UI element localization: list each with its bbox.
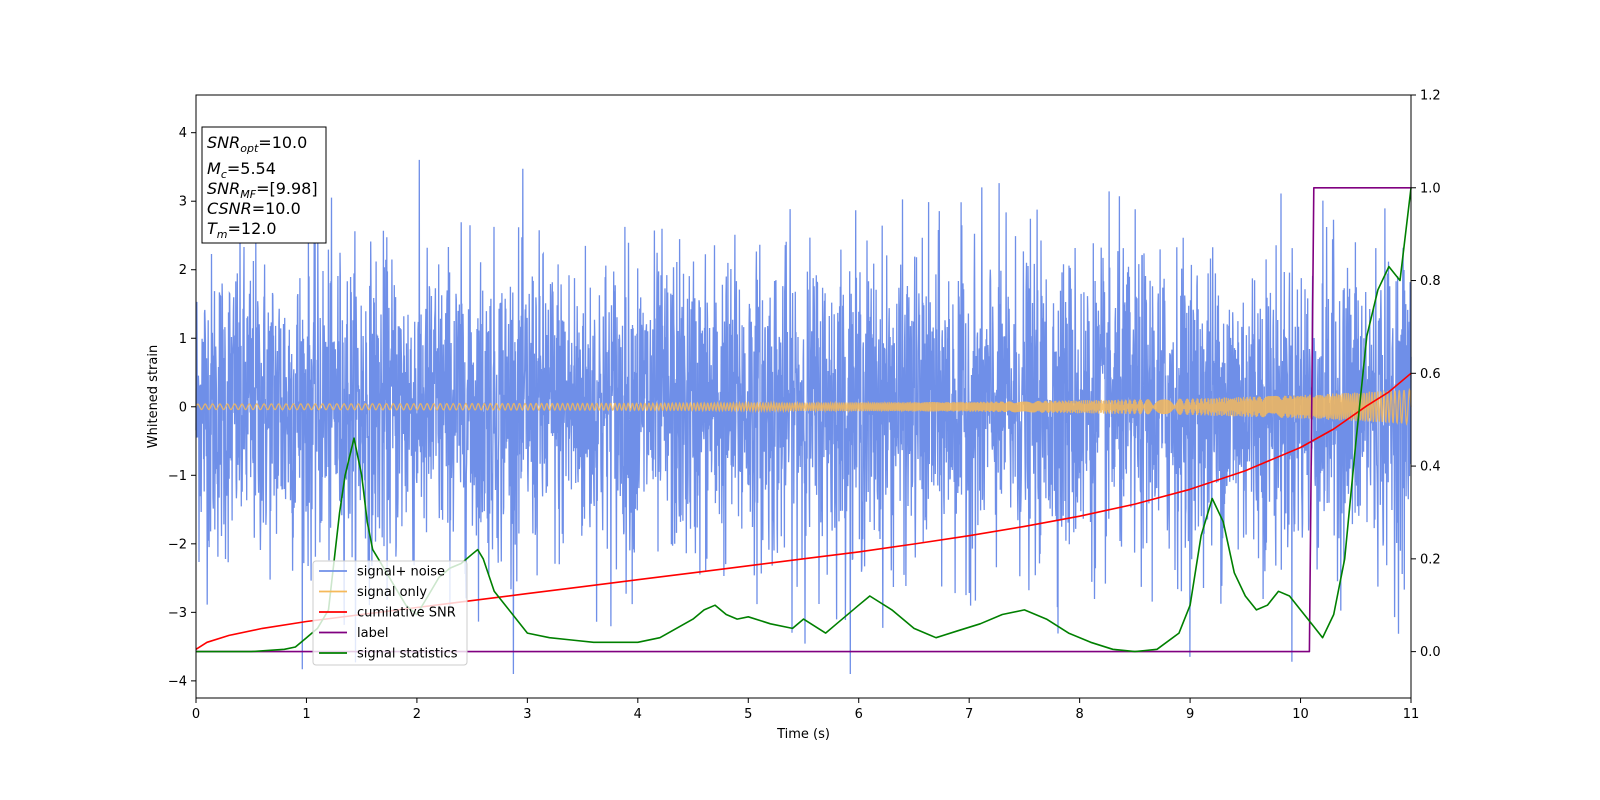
- y-tick-label: 2: [179, 263, 187, 278]
- y-tick-label: 3: [179, 195, 187, 210]
- legend-entry: cumilative SNR: [357, 606, 456, 621]
- stats-textbox: SNRopt=10.0 Mc=5.54SNRMF=[9.98]CSNR=10.0T…: [201, 126, 327, 244]
- y-axis-label: Whitened strain: [146, 345, 161, 448]
- y2-tick-label: 0.4: [1420, 460, 1441, 475]
- plot-frame: [195, 94, 1412, 699]
- textbox-line: SNRopt=10.0: [207, 133, 307, 155]
- x-tick-label: 4: [634, 707, 642, 722]
- x-tick-label: 8: [1075, 707, 1083, 722]
- textbox-line: CSNR=10.0: [207, 199, 301, 218]
- x-axis: 0 1 2 3 4 5 6 7 8 9 10 11: [192, 698, 1419, 722]
- legend-frame: [312, 560, 468, 666]
- textbox-line: SNRMF=[9.98]: [207, 179, 318, 201]
- textbox-line: Tm=12.0: [207, 219, 277, 241]
- textbox-line: Mc=5.54: [207, 159, 276, 181]
- legend-entry: signal only: [357, 585, 427, 600]
- legend-entry: signal statistics: [357, 647, 458, 662]
- y-tick-label: −3: [168, 606, 187, 621]
- x-tick-label: 10: [1292, 707, 1309, 722]
- x-tick-label: 5: [744, 707, 752, 722]
- x-tick-label: 2: [413, 707, 421, 722]
- x-tick-label: 6: [855, 707, 863, 722]
- y-tick-label: −1: [168, 469, 187, 484]
- y2-tick-label: 0.0: [1420, 645, 1441, 660]
- x-axis-label: Time (s): [776, 727, 830, 742]
- x-tick-label: 11: [1403, 707, 1420, 722]
- y2-tick-label: 1.0: [1420, 181, 1441, 196]
- y-axis-left: −4 −3 −2 −1 0 1 2 3 4: [168, 126, 196, 689]
- y-tick-label: 0: [179, 400, 187, 415]
- y-tick-label: 4: [179, 126, 187, 141]
- y-tick-label: −2: [168, 537, 187, 552]
- textbox-frame: [201, 126, 327, 244]
- y-tick-label: 1: [179, 332, 187, 347]
- x-tick-label: 9: [1186, 707, 1194, 722]
- legend-entry: label: [357, 626, 388, 641]
- y-tick-label: −4: [168, 674, 187, 689]
- x-tick-label: 0: [192, 707, 200, 722]
- x-tick-label: 3: [523, 707, 531, 722]
- y2-tick-label: 0.2: [1420, 552, 1441, 567]
- y-axis-right: 0.0 0.2 0.4 0.6 0.8 1.0 1.2: [1411, 89, 1441, 660]
- legend-entry: signal+ noise: [357, 565, 445, 580]
- legend: signal+ noise signal only cumilative SNR la…: [312, 560, 468, 666]
- label-line: [196, 187, 1411, 653]
- signal-only-series: [195, 387, 1412, 426]
- y2-tick-label: 0.6: [1420, 367, 1441, 382]
- x-tick-label: 7: [965, 707, 973, 722]
- x-tick-label: 1: [302, 707, 310, 722]
- signal-only-line: [195, 387, 1412, 426]
- y2-tick-label: 1.2: [1420, 89, 1441, 104]
- y2-tick-label: 0.8: [1420, 274, 1441, 289]
